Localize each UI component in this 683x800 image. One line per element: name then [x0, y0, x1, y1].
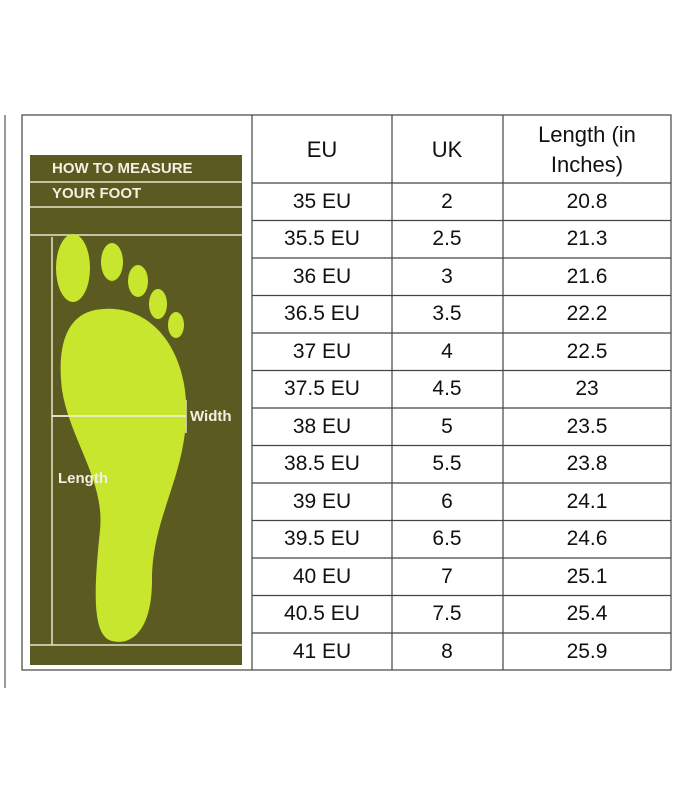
table-cell: 3	[441, 264, 453, 288]
table-cell: 7.5	[432, 602, 462, 626]
panel-title: YOUR FOOT	[52, 185, 142, 202]
column-header: EU	[306, 137, 338, 162]
table-cell: 23	[575, 377, 599, 401]
table-cell: 22.2	[566, 302, 608, 326]
table-cell: 21.6	[566, 264, 608, 288]
table-cell: 37 EU	[292, 339, 352, 363]
table-cell: 23.8	[566, 452, 608, 476]
table-cell: 7	[441, 564, 453, 588]
table-cell: 23.5	[566, 414, 608, 438]
table-cell: 37.5 EU	[284, 377, 360, 401]
table-cell: 5	[441, 414, 453, 438]
length-label: Length	[58, 470, 108, 487]
table-cell: 6.5	[432, 527, 462, 551]
column-header: Length (in Inches)	[538, 122, 636, 177]
table-cell: 38.5 EU	[284, 452, 360, 476]
table-cell: 5.5	[432, 452, 462, 476]
table-cell: 25.9	[566, 639, 608, 663]
table-cell: 2.5	[432, 227, 462, 251]
table-cell: 20.8	[566, 189, 608, 213]
table-cell: 6	[441, 489, 453, 513]
table-cell: 36.5 EU	[284, 302, 360, 326]
table-cell: 8	[441, 639, 453, 663]
table-cell: 25.4	[566, 602, 608, 626]
table-cell: 35.5 EU	[284, 227, 360, 251]
table-cell: 40.5 EU	[284, 602, 360, 626]
table-cell: 39.5 EU	[284, 527, 360, 551]
table-cell: 36 EU	[292, 264, 352, 288]
column-header: UK	[431, 137, 463, 162]
table-cell: 2	[441, 189, 453, 213]
table-cell: 3.5	[432, 302, 462, 326]
table-grid	[21, 114, 672, 671]
table-cell: 24.1	[566, 489, 608, 513]
table-cell: 40 EU	[292, 564, 352, 588]
table-cell: 41 EU	[292, 639, 352, 663]
table-cell: 4.5	[432, 377, 462, 401]
table-cell: 38 EU	[292, 414, 352, 438]
panel-title: HOW TO MEASURE	[52, 160, 193, 177]
table-cell: 39 EU	[292, 489, 352, 513]
foot-illustration	[56, 234, 187, 642]
width-label: Width	[190, 408, 232, 425]
table-cell: 22.5	[566, 339, 608, 363]
table-cell: 35 EU	[292, 189, 352, 213]
table-cell: 24.6	[566, 527, 608, 551]
table-cell: 25.1	[566, 564, 608, 588]
table-cell: 4	[441, 339, 453, 363]
table-cell: 21.3	[566, 227, 608, 251]
